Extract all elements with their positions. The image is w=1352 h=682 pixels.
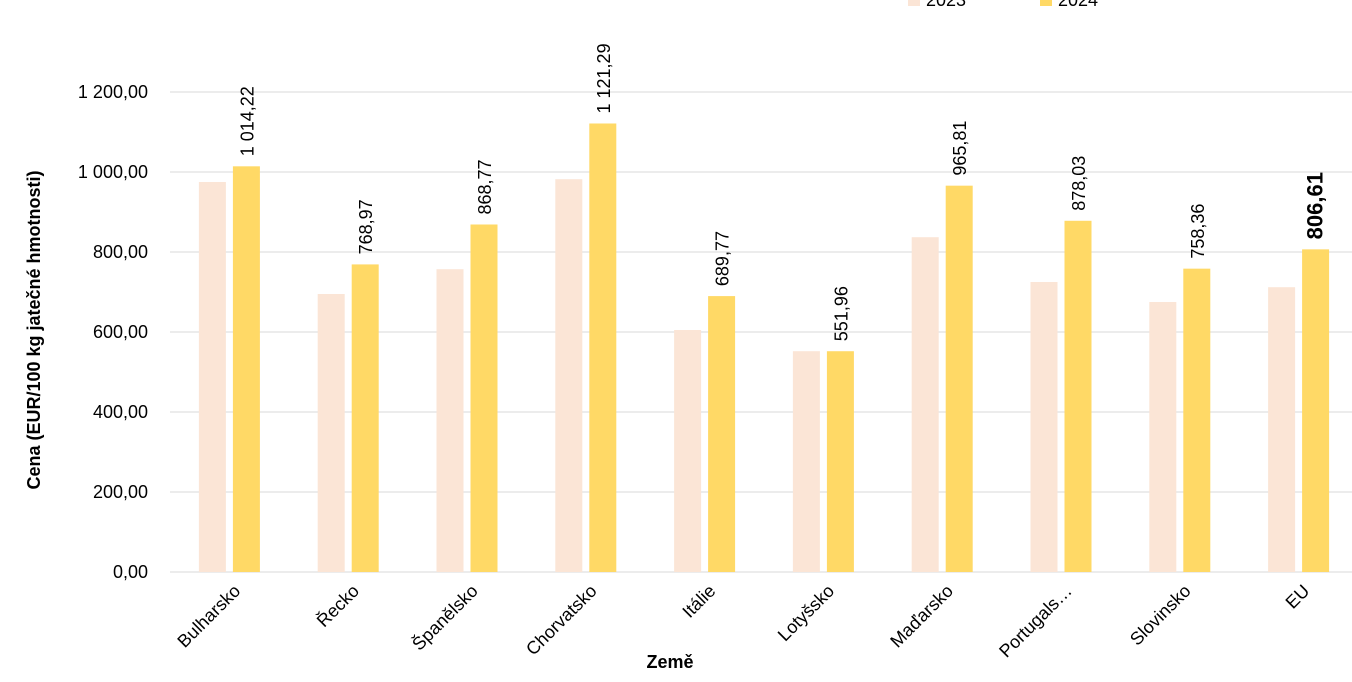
x-tick-label: Slovinsko (1126, 581, 1195, 650)
x-tick-label: Maďarsko (886, 581, 957, 652)
data-label: 878,03 (1069, 156, 1089, 211)
x-tick-label: Lotyšsko (774, 581, 838, 645)
x-tick-label: Portugals… (995, 581, 1076, 662)
data-label: 689,77 (713, 231, 733, 286)
x-tick-label: EU (1282, 581, 1314, 613)
legend-swatch (908, 0, 920, 6)
bar (792, 351, 820, 572)
bar (911, 237, 939, 572)
bar (674, 330, 702, 572)
y-tick-label: 1 000,00 (78, 162, 148, 182)
legend-label: 2024 (1058, 0, 1098, 10)
y-axis-title: Cena (EUR/100 kg jatečné hmotnosti) (24, 170, 44, 489)
bar (1030, 282, 1058, 572)
x-tick-label: Řecko (313, 581, 363, 631)
data-label: 768,97 (356, 199, 376, 254)
bar (232, 166, 260, 572)
bar (589, 123, 617, 572)
data-label: 1 121,29 (594, 43, 614, 113)
data-label: 551,96 (831, 286, 851, 341)
y-tick-label: 0,00 (113, 562, 148, 582)
bar (436, 269, 464, 572)
y-tick-label: 1 200,00 (78, 82, 148, 102)
data-label: 806,61 (1303, 172, 1328, 239)
y-tick-label: 800,00 (93, 242, 148, 262)
bar (1149, 302, 1177, 572)
data-label: 1 014,22 (237, 86, 257, 156)
bar (1183, 268, 1211, 572)
bar (555, 179, 583, 572)
bar (317, 294, 345, 572)
bar (945, 185, 973, 572)
bar (198, 182, 226, 572)
x-axis-title: Země (646, 652, 693, 672)
x-tick-label: Španělsko (408, 580, 482, 654)
bar (1064, 220, 1092, 572)
bar (470, 224, 498, 572)
bar (1268, 287, 1296, 572)
bar (708, 296, 736, 572)
legend-label: 2023 (926, 0, 966, 10)
data-label: 965,81 (950, 121, 970, 176)
bar (1302, 249, 1330, 572)
y-tick-label: 600,00 (93, 322, 148, 342)
x-tick-label: Itálie (678, 581, 719, 622)
data-label: 868,77 (475, 159, 495, 214)
legend-swatch (1040, 0, 1052, 6)
data-label: 758,36 (1188, 204, 1208, 259)
bar (826, 351, 854, 572)
y-tick-label: 200,00 (93, 482, 148, 502)
x-tick-label: Bulharsko (173, 581, 244, 652)
x-tick-label: Chorvatsko (522, 581, 601, 660)
y-tick-label: 400,00 (93, 402, 148, 422)
bar (351, 264, 379, 572)
